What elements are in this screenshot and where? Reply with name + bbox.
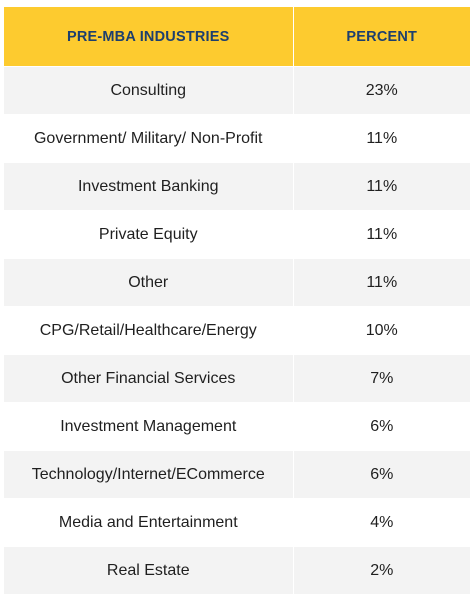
industry-cell: Government/ Military/ Non-Profit	[4, 115, 293, 163]
table-row: Investment Banking 11%	[4, 163, 470, 211]
industry-cell: Media and Entertainment	[4, 499, 293, 547]
table-body: Consulting 23% Government/ Military/ Non…	[4, 67, 470, 594]
industry-cell: Real Estate	[4, 547, 293, 594]
percent-cell: 6%	[293, 403, 470, 451]
table-header: PRE-MBA INDUSTRIES PERCENT	[4, 7, 470, 67]
table-row: Media and Entertainment 4%	[4, 499, 470, 547]
header-industries: PRE-MBA INDUSTRIES	[4, 7, 293, 67]
table-row: Real Estate 2%	[4, 547, 470, 594]
table-row: Other 11%	[4, 259, 470, 307]
percent-cell: 11%	[293, 211, 470, 259]
table-row: CPG/Retail/Healthcare/Energy 10%	[4, 307, 470, 355]
percent-cell: 10%	[293, 307, 470, 355]
table-row: Other Financial Services 7%	[4, 355, 470, 403]
percent-cell: 4%	[293, 499, 470, 547]
industry-cell: Private Equity	[4, 211, 293, 259]
industry-cell: Consulting	[4, 67, 293, 115]
table-row: Technology/Internet/ECommerce 6%	[4, 451, 470, 499]
percent-cell: 7%	[293, 355, 470, 403]
percent-cell: 2%	[293, 547, 470, 594]
header-row: PRE-MBA INDUSTRIES PERCENT	[4, 7, 470, 67]
percent-cell: 11%	[293, 163, 470, 211]
industry-cell: Investment Banking	[4, 163, 293, 211]
percent-cell: 6%	[293, 451, 470, 499]
table-row: Investment Management 6%	[4, 403, 470, 451]
industry-cell: CPG/Retail/Healthcare/Energy	[4, 307, 293, 355]
industries-table-container: PRE-MBA INDUSTRIES PERCENT Consulting 23…	[4, 7, 470, 594]
pre-mba-industries-table: PRE-MBA INDUSTRIES PERCENT Consulting 23…	[4, 7, 470, 594]
header-percent: PERCENT	[293, 7, 470, 67]
industry-cell: Other	[4, 259, 293, 307]
industry-cell: Technology/Internet/ECommerce	[4, 451, 293, 499]
table-row: Government/ Military/ Non-Profit 11%	[4, 115, 470, 163]
industry-cell: Other Financial Services	[4, 355, 293, 403]
percent-cell: 11%	[293, 115, 470, 163]
percent-cell: 11%	[293, 259, 470, 307]
percent-cell: 23%	[293, 67, 470, 115]
table-row: Consulting 23%	[4, 67, 470, 115]
table-row: Private Equity 11%	[4, 211, 470, 259]
industry-cell: Investment Management	[4, 403, 293, 451]
